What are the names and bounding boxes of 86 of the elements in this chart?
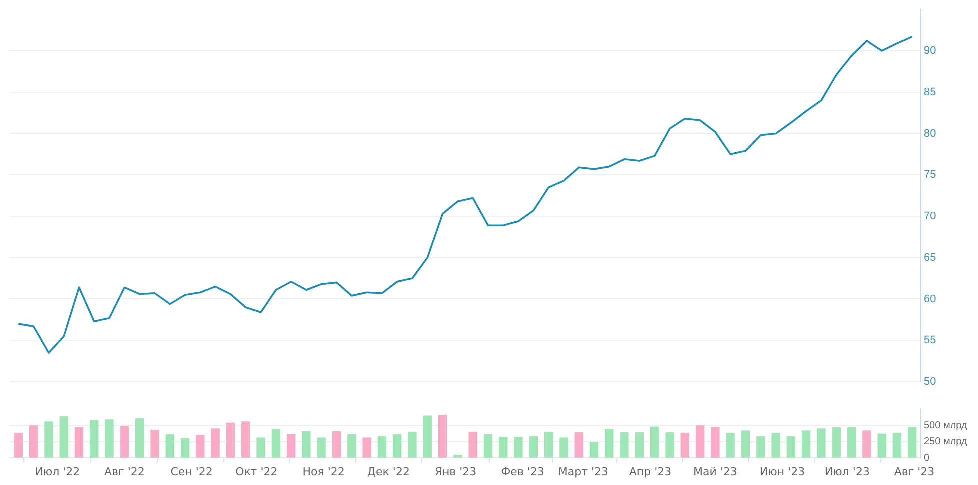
y-tick-label: 50 <box>924 376 936 388</box>
bar <box>560 438 568 458</box>
x-tick-label: Фев '23 <box>501 465 544 478</box>
bar <box>362 438 372 458</box>
x-tick-label: Июн '23 <box>760 465 806 478</box>
bar <box>892 433 902 458</box>
y-tick-label: 70 <box>924 210 936 223</box>
x-tick-label: Апр '23 <box>629 465 672 478</box>
bar <box>514 437 523 458</box>
bar <box>105 420 114 458</box>
bar <box>74 427 84 458</box>
bar <box>378 436 387 458</box>
bar <box>590 442 599 458</box>
bar <box>166 434 174 458</box>
bar <box>908 427 917 458</box>
bar <box>862 430 872 458</box>
bar <box>454 455 462 458</box>
bar <box>438 415 448 458</box>
bar <box>302 431 311 458</box>
y-tick-label: 75 <box>924 169 936 182</box>
bar <box>817 428 826 458</box>
bar <box>574 432 584 458</box>
x-tick-label: Авг '23 <box>894 465 935 478</box>
bar <box>832 427 841 458</box>
x-tick-label: Дек '22 <box>367 465 410 478</box>
bar <box>90 420 99 458</box>
bar <box>468 432 478 458</box>
bar <box>772 433 780 458</box>
bar <box>605 429 614 458</box>
bar <box>408 432 417 458</box>
y-tick-label: 500 млрд <box>924 420 968 432</box>
y-tick-label: 250 млрд <box>924 436 968 448</box>
y-tick-label: 60 <box>924 293 936 306</box>
bar <box>136 418 144 458</box>
bar <box>680 433 690 458</box>
y-tick-label: 85 <box>924 86 936 98</box>
bar <box>484 434 493 458</box>
bar <box>802 430 811 458</box>
bar <box>60 416 68 458</box>
bar <box>529 436 538 458</box>
bar <box>499 437 508 458</box>
x-tick-label: Янв '23 <box>434 465 477 478</box>
bar <box>226 422 236 458</box>
y-tick-label: 65 <box>924 252 936 264</box>
bar <box>741 430 750 458</box>
bar <box>286 434 296 458</box>
y-tick-label: 90 <box>924 45 936 58</box>
bar <box>711 427 720 458</box>
x-tick-label: Март '23 <box>558 465 609 478</box>
y-tick-label: 80 <box>924 128 936 140</box>
y-tick-label: 0 <box>924 452 930 464</box>
x-tick-label: Сен '22 <box>170 465 213 478</box>
x-tick-label: Авг '22 <box>104 465 145 478</box>
bar <box>256 438 266 458</box>
bar <box>332 431 342 458</box>
bar <box>666 432 674 458</box>
x-tick-label: Май '23 <box>693 465 738 478</box>
bar <box>348 434 356 458</box>
x-tick-label: Июл '23 <box>824 465 870 478</box>
x-tick-label: Окт '22 <box>236 465 278 478</box>
bar <box>180 438 190 458</box>
bar <box>242 422 250 458</box>
bar <box>196 435 205 458</box>
x-tick-label: Июл '22 <box>35 465 80 478</box>
bar <box>786 436 796 458</box>
bar <box>272 429 280 458</box>
bar <box>620 432 629 458</box>
bar <box>544 432 554 458</box>
x-tick-label: Ноя '22 <box>302 465 345 478</box>
bar <box>847 427 856 458</box>
bar <box>44 422 54 458</box>
bar <box>726 433 735 458</box>
bar <box>756 436 766 458</box>
bar <box>29 425 38 458</box>
bar <box>393 434 402 458</box>
bar <box>635 432 644 458</box>
bar <box>150 430 160 458</box>
y-tick-label: 55 <box>924 334 936 347</box>
bar <box>423 416 432 458</box>
bar <box>650 426 660 458</box>
bar <box>211 428 220 458</box>
bar <box>317 438 326 458</box>
bar <box>120 426 130 458</box>
bar <box>878 434 886 458</box>
bar <box>14 433 23 458</box>
bar <box>696 425 705 458</box>
